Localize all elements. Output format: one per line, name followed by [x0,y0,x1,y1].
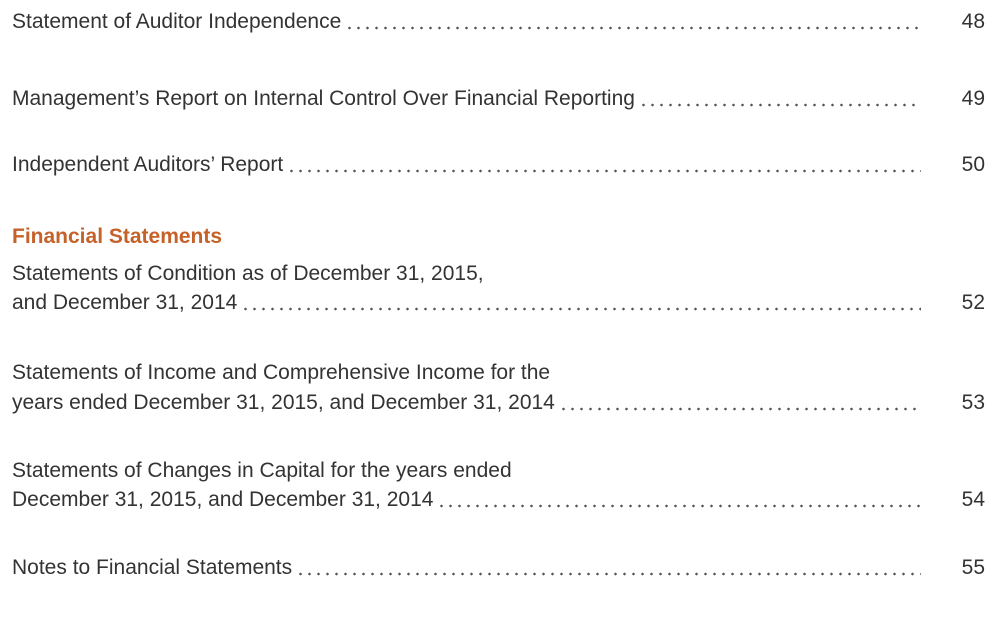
entry-text: Management’s Report on Internal Control … [12,87,635,110]
toc-entry-line: Management’s Report on Internal Control … [12,84,985,114]
dot-leader [296,572,921,576]
toc-entry-line: Independent Auditors’ Report 50 [12,150,985,180]
toc-entry-line: Notes to Financial Statements 55 [12,553,985,583]
section-heading: Financial Statements [12,225,223,248]
entry-text: Statement of Auditor Independence [12,10,342,33]
page-number: 49 [961,87,985,110]
dot-leader [345,26,921,30]
toc-entry-line: Statements of Income and Comprehensive I… [12,358,985,388]
toc-entry-line: Statements of Changes in Capital for the… [12,456,985,486]
dot-leader [287,169,921,173]
page-number: 53 [961,391,985,414]
toc-entry-line: years ended December 31, 2015, and Decem… [12,388,985,418]
entry-text: Statements of Condition as of December 3… [12,262,484,285]
page-number: 50 [961,153,985,176]
entry-text: years ended December 31, 2015, and Decem… [12,391,555,414]
entry-text: Statements of Changes in Capital for the… [12,459,512,482]
toc-entry-line: Statements of Condition as of December 3… [12,259,985,289]
dot-leader [241,307,921,311]
page-number: 55 [961,556,985,579]
page-number: 54 [961,488,985,511]
entry-text: December 31, 2015, and December 31, 2014 [12,488,434,511]
entry-text: Statements of Income and Comprehensive I… [12,361,551,384]
dot-leader [638,103,921,107]
toc-entry-line: Statement of Auditor Independence 48 [12,7,985,37]
page-number: 48 [961,10,985,33]
toc-entry-line: and December 31, 2014 52 [12,288,985,318]
toc-entry-line: December 31, 2015, and December 31, 2014… [12,485,985,515]
dot-leader [558,407,921,411]
entry-text: Independent Auditors’ Report [12,153,284,176]
entry-text: Notes to Financial Statements [12,556,293,579]
entry-text: and December 31, 2014 [12,291,238,314]
page-number: 52 [961,291,985,314]
dot-leader [437,504,921,508]
